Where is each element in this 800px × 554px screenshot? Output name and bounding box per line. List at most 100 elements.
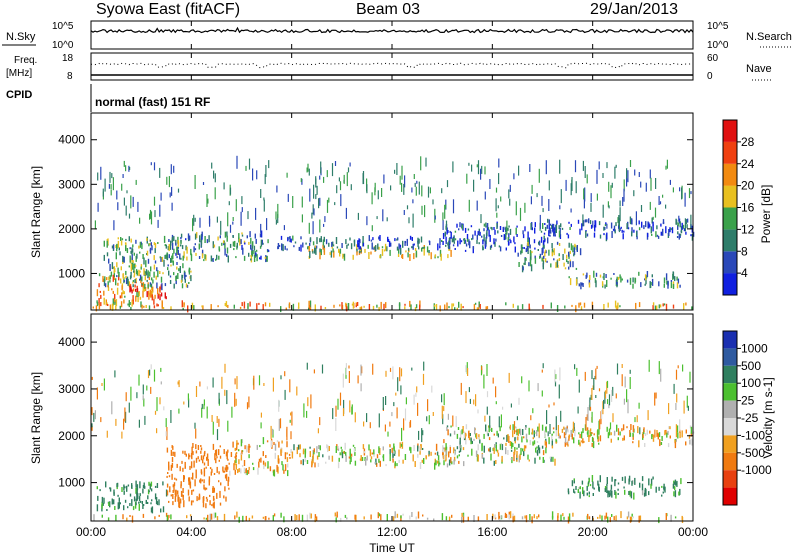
scatter-cell xyxy=(571,480,574,487)
scatter-cell xyxy=(617,488,619,491)
scatter-cell xyxy=(142,384,144,395)
scatter-cell xyxy=(461,517,463,523)
scatter-cell xyxy=(559,205,561,210)
scatter-cell xyxy=(428,454,430,457)
scatter-cell xyxy=(117,267,119,274)
scatter-cell xyxy=(546,224,548,229)
scatter-cell xyxy=(171,186,173,196)
scatter-cell xyxy=(589,397,591,411)
scatter-cell xyxy=(349,448,351,456)
scatter-cell xyxy=(598,388,601,392)
scatter-cell xyxy=(640,205,643,212)
scatter-cell xyxy=(255,249,258,252)
scatter-cell xyxy=(328,446,330,451)
scatter-cell xyxy=(603,304,605,310)
scatter-cell xyxy=(371,192,373,205)
scatter-cell xyxy=(649,430,651,434)
scatter-cell xyxy=(459,441,461,449)
scatter-cell xyxy=(253,245,256,251)
scatter-cell xyxy=(665,513,667,520)
scatter-cell xyxy=(609,517,611,523)
scatter-cell xyxy=(188,480,190,485)
scatter-cell xyxy=(153,305,156,309)
scatter-cell xyxy=(686,224,688,229)
scatter-cell xyxy=(540,230,543,233)
scatter-cell xyxy=(130,306,132,310)
scatter-cell xyxy=(236,440,238,448)
scatter-cell xyxy=(387,431,389,437)
scatter-cell xyxy=(483,374,485,389)
scatter-cell xyxy=(445,448,447,455)
scatter-cell xyxy=(266,255,268,262)
scatter-cell xyxy=(170,449,173,456)
scatter-cell xyxy=(142,513,145,518)
colorbar-tick-label: -100 xyxy=(741,428,765,442)
scatter-cell xyxy=(563,262,565,267)
scatter-cell xyxy=(225,301,228,308)
scatter-cell xyxy=(142,504,144,509)
scatter-cell xyxy=(224,248,226,256)
scatter-cell xyxy=(676,425,679,433)
scatter-cell xyxy=(378,236,380,240)
scatter-cell xyxy=(684,192,686,207)
scatter-cell xyxy=(465,243,468,247)
scatter-cell xyxy=(148,292,150,300)
scatter-cell xyxy=(569,250,571,254)
scatter-cell xyxy=(595,368,597,380)
scatter-cell xyxy=(541,257,543,262)
scatter-cell xyxy=(348,371,350,383)
scatter-cell xyxy=(689,371,691,383)
scatter-cell xyxy=(222,240,225,244)
scatter-cell xyxy=(192,443,194,448)
scatter-cell xyxy=(458,460,460,464)
scatter-cell xyxy=(347,167,350,173)
scatter-cell xyxy=(141,243,143,250)
scatter-cell xyxy=(366,413,368,423)
scatter-cell xyxy=(442,455,445,460)
scatter-cell xyxy=(608,394,611,406)
scatter-cell xyxy=(202,305,204,310)
scatter-cell xyxy=(519,428,521,434)
scatter-cell xyxy=(124,499,127,503)
scatter-cell xyxy=(201,403,203,409)
scatter-cell xyxy=(488,425,490,433)
scatter-cell xyxy=(111,303,114,311)
scatter-cell xyxy=(350,456,352,462)
scatter-cell xyxy=(457,427,460,430)
scatter-cell xyxy=(443,450,445,453)
scatter-cell xyxy=(313,448,315,453)
scatter-cell xyxy=(442,220,444,230)
scatter-cell xyxy=(210,471,212,476)
scatter-cell xyxy=(273,469,276,477)
scatter-cell xyxy=(212,241,214,249)
scatter-cell xyxy=(103,297,105,305)
scatter-cell xyxy=(312,250,314,254)
scatter-cell xyxy=(212,486,214,490)
scatter-cell xyxy=(132,244,134,248)
scatter-cell xyxy=(647,233,649,238)
scatter-cell xyxy=(318,452,320,457)
scatter-cell xyxy=(258,302,260,305)
scatter-cell xyxy=(380,514,382,521)
scatter-cell xyxy=(442,241,444,245)
scatter-cell xyxy=(286,457,289,463)
scatter-cell xyxy=(170,264,172,267)
scatter-cell xyxy=(401,254,403,258)
scatter-cell xyxy=(506,220,508,235)
scatter-cell xyxy=(583,492,585,497)
scatter-cell xyxy=(678,233,680,240)
scatter-cell xyxy=(231,406,233,418)
scatter-cell xyxy=(472,246,475,250)
scatter-cell xyxy=(173,165,175,173)
scatter-cell xyxy=(225,473,228,481)
scatter-cell xyxy=(280,512,282,518)
scatter-cell xyxy=(264,302,267,307)
scatter-cell xyxy=(188,455,191,458)
scatter-cell xyxy=(113,271,115,277)
scatter-cell xyxy=(167,246,169,251)
scatter-cell xyxy=(512,303,514,308)
scatter-cell xyxy=(685,429,687,434)
scatter-cell xyxy=(169,192,171,198)
scatter-cell xyxy=(493,238,495,245)
